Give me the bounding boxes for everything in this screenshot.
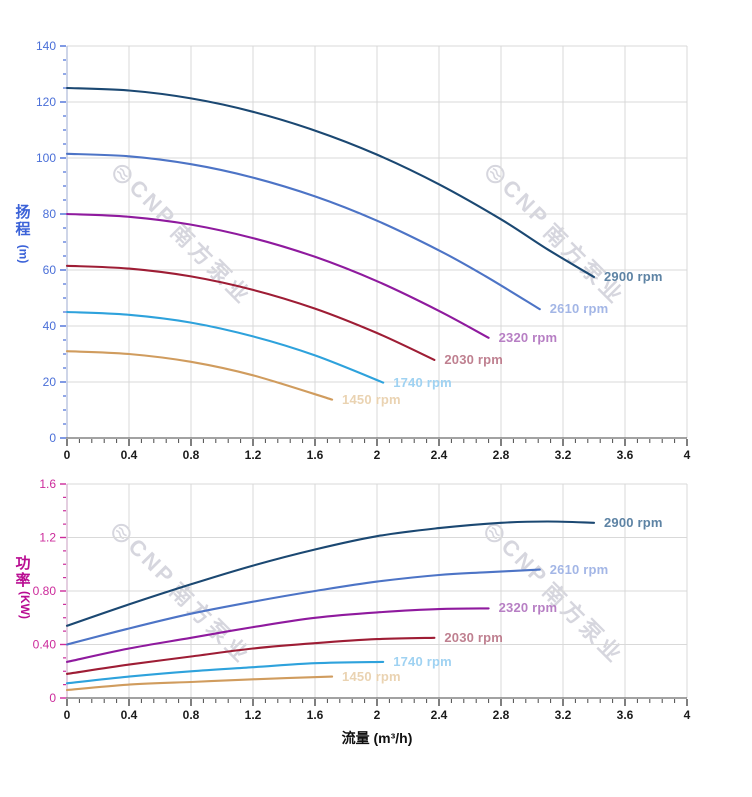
- power-y-tick-label: 0.80: [33, 584, 57, 598]
- head-curve-1740-rpm: [65, 310, 385, 384]
- head-curve-2030-rpm: [65, 264, 436, 361]
- head-curve-label-2320-rpm: 2320 rpm: [498, 329, 558, 345]
- head-x-tick-label: 0.8: [183, 448, 200, 462]
- head-x-tick-label: 2: [374, 448, 381, 462]
- head-x-tick-label: 3.2: [555, 448, 572, 462]
- head-x-ticks: 0 0.4 0.8 1.2 1.6 2 2.4 2.8 3.2 3.6 4: [64, 439, 691, 462]
- power-curve-label-2610-rpm: 2610 rpm: [549, 561, 609, 577]
- head-x-tick-label: 0.4: [121, 448, 138, 462]
- cnp-logo-icon: [486, 164, 505, 183]
- head-y-tick-label: 80: [43, 207, 57, 221]
- head-y-ticks: 0 20 40 60 80 100 120 140: [36, 39, 66, 445]
- head-y-tick-label: 40: [43, 319, 57, 333]
- head-y-tick-label: 120: [36, 95, 56, 109]
- power-y-ticks: 0 0.40 0.80 1.2 1.6: [33, 477, 66, 705]
- power-y-tick-label: 1.2: [39, 531, 56, 545]
- power-x-tick-label: 1.6: [307, 708, 324, 722]
- head-curve-label-2030-rpm: 2030 rpm: [444, 351, 504, 367]
- head-x-tick-label: 2.4: [431, 448, 448, 462]
- power-y-tick-label: 0.40: [33, 638, 57, 652]
- head-y-tick-label: 20: [43, 375, 57, 389]
- power-axis-title: 功率 (KW): [11, 555, 35, 618]
- power-axis-title-text: 功率: [15, 555, 31, 589]
- power-curve-label-2900-rpm: 2900 rpm: [604, 514, 663, 530]
- head-y-tick-label: 0: [49, 431, 56, 445]
- power-x-tick-label: 4: [684, 708, 691, 722]
- power-curve-1450-rpm: [65, 675, 334, 692]
- power-curve-2900-rpm: [65, 520, 596, 627]
- head-x-tick-label: 2.8: [493, 448, 510, 462]
- power-curve-label-2320-rpm: 2320 rpm: [498, 600, 558, 616]
- head-axis-title-text: 扬程: [15, 204, 31, 238]
- head-curve-1450-rpm: [65, 350, 334, 401]
- head-curve-2320-rpm: [65, 212, 490, 339]
- flow-axis-title: 流量 (m³/h): [341, 730, 413, 746]
- head-curve-label-2610-rpm: 2610 rpm: [549, 301, 609, 317]
- head-curve-2610-rpm: [65, 152, 541, 311]
- head-chart: 0 20 40 60 80 100 120 140 0 0.4 0.8 1.2 1.6 2 2.4 2.8 3.…: [36, 39, 691, 462]
- power-curve-label-1450-rpm: 1450 rpm: [342, 668, 401, 684]
- power-curve-2320-rpm: [65, 607, 490, 663]
- head-y-tick-label: 140: [36, 39, 56, 53]
- head-axis-unit: (m): [15, 244, 30, 263]
- power-x-tick-label: 2.8: [493, 708, 510, 722]
- power-x-tick-label: 2: [374, 708, 381, 722]
- power-x-ticks: 0 0.4 0.8 1.2 1.6 2 2.4 2.8 3.2 3.6 4: [64, 699, 691, 722]
- head-y-tick-label: 100: [36, 151, 56, 165]
- head-x-tick-label: 0: [64, 448, 71, 462]
- power-x-tick-label: 1.2: [245, 708, 262, 722]
- head-curve-label-1450-rpm: 1450 rpm: [342, 391, 401, 407]
- power-x-tick-label: 0: [64, 708, 71, 722]
- power-curve-2610-rpm: [65, 568, 541, 646]
- head-y-tick-label: 60: [43, 263, 57, 277]
- power-y-tick-label: 1.6: [39, 477, 56, 491]
- power-x-tick-label: 3.6: [617, 708, 634, 722]
- head-curve-label-1740-rpm: 1740 rpm: [393, 374, 452, 390]
- power-y-tick-label: 0: [49, 691, 56, 705]
- watermark: CNP 南方泵业: [478, 156, 634, 312]
- power-chart: 0 0.40 0.80 1.2 1.6 0 0.4 0.8 1.2 1.6 2 2.4 2.8 3.2 3.…: [33, 477, 691, 722]
- head-curve-label-2900-rpm: 2900 rpm: [604, 269, 663, 284]
- power-axis-unit: (KW): [17, 590, 32, 619]
- power-grid: [66, 483, 688, 699]
- power-curve-label-1740-rpm: 1740 rpm: [393, 653, 452, 669]
- head-curve-2900-rpm: [65, 86, 596, 279]
- head-x-tick-label: 1.2: [245, 448, 262, 462]
- power-curve-1740-rpm: [65, 660, 385, 685]
- power-x-tick-label: 2.4: [431, 708, 448, 722]
- head-x-tick-label: 4: [684, 448, 691, 462]
- head-x-tick-label: 3.6: [617, 448, 634, 462]
- power-x-tick-label: 3.2: [555, 708, 572, 722]
- power-curve-label-2030-rpm: 2030 rpm: [444, 629, 504, 645]
- head-x-tick-label: 1.6: [307, 448, 324, 462]
- power-x-tick-label: 0.4: [121, 708, 138, 722]
- power-x-tick-label: 0.8: [183, 708, 200, 722]
- head-axis-title: 扬程 (m): [11, 204, 35, 263]
- power-curve-2030-rpm: [65, 636, 436, 675]
